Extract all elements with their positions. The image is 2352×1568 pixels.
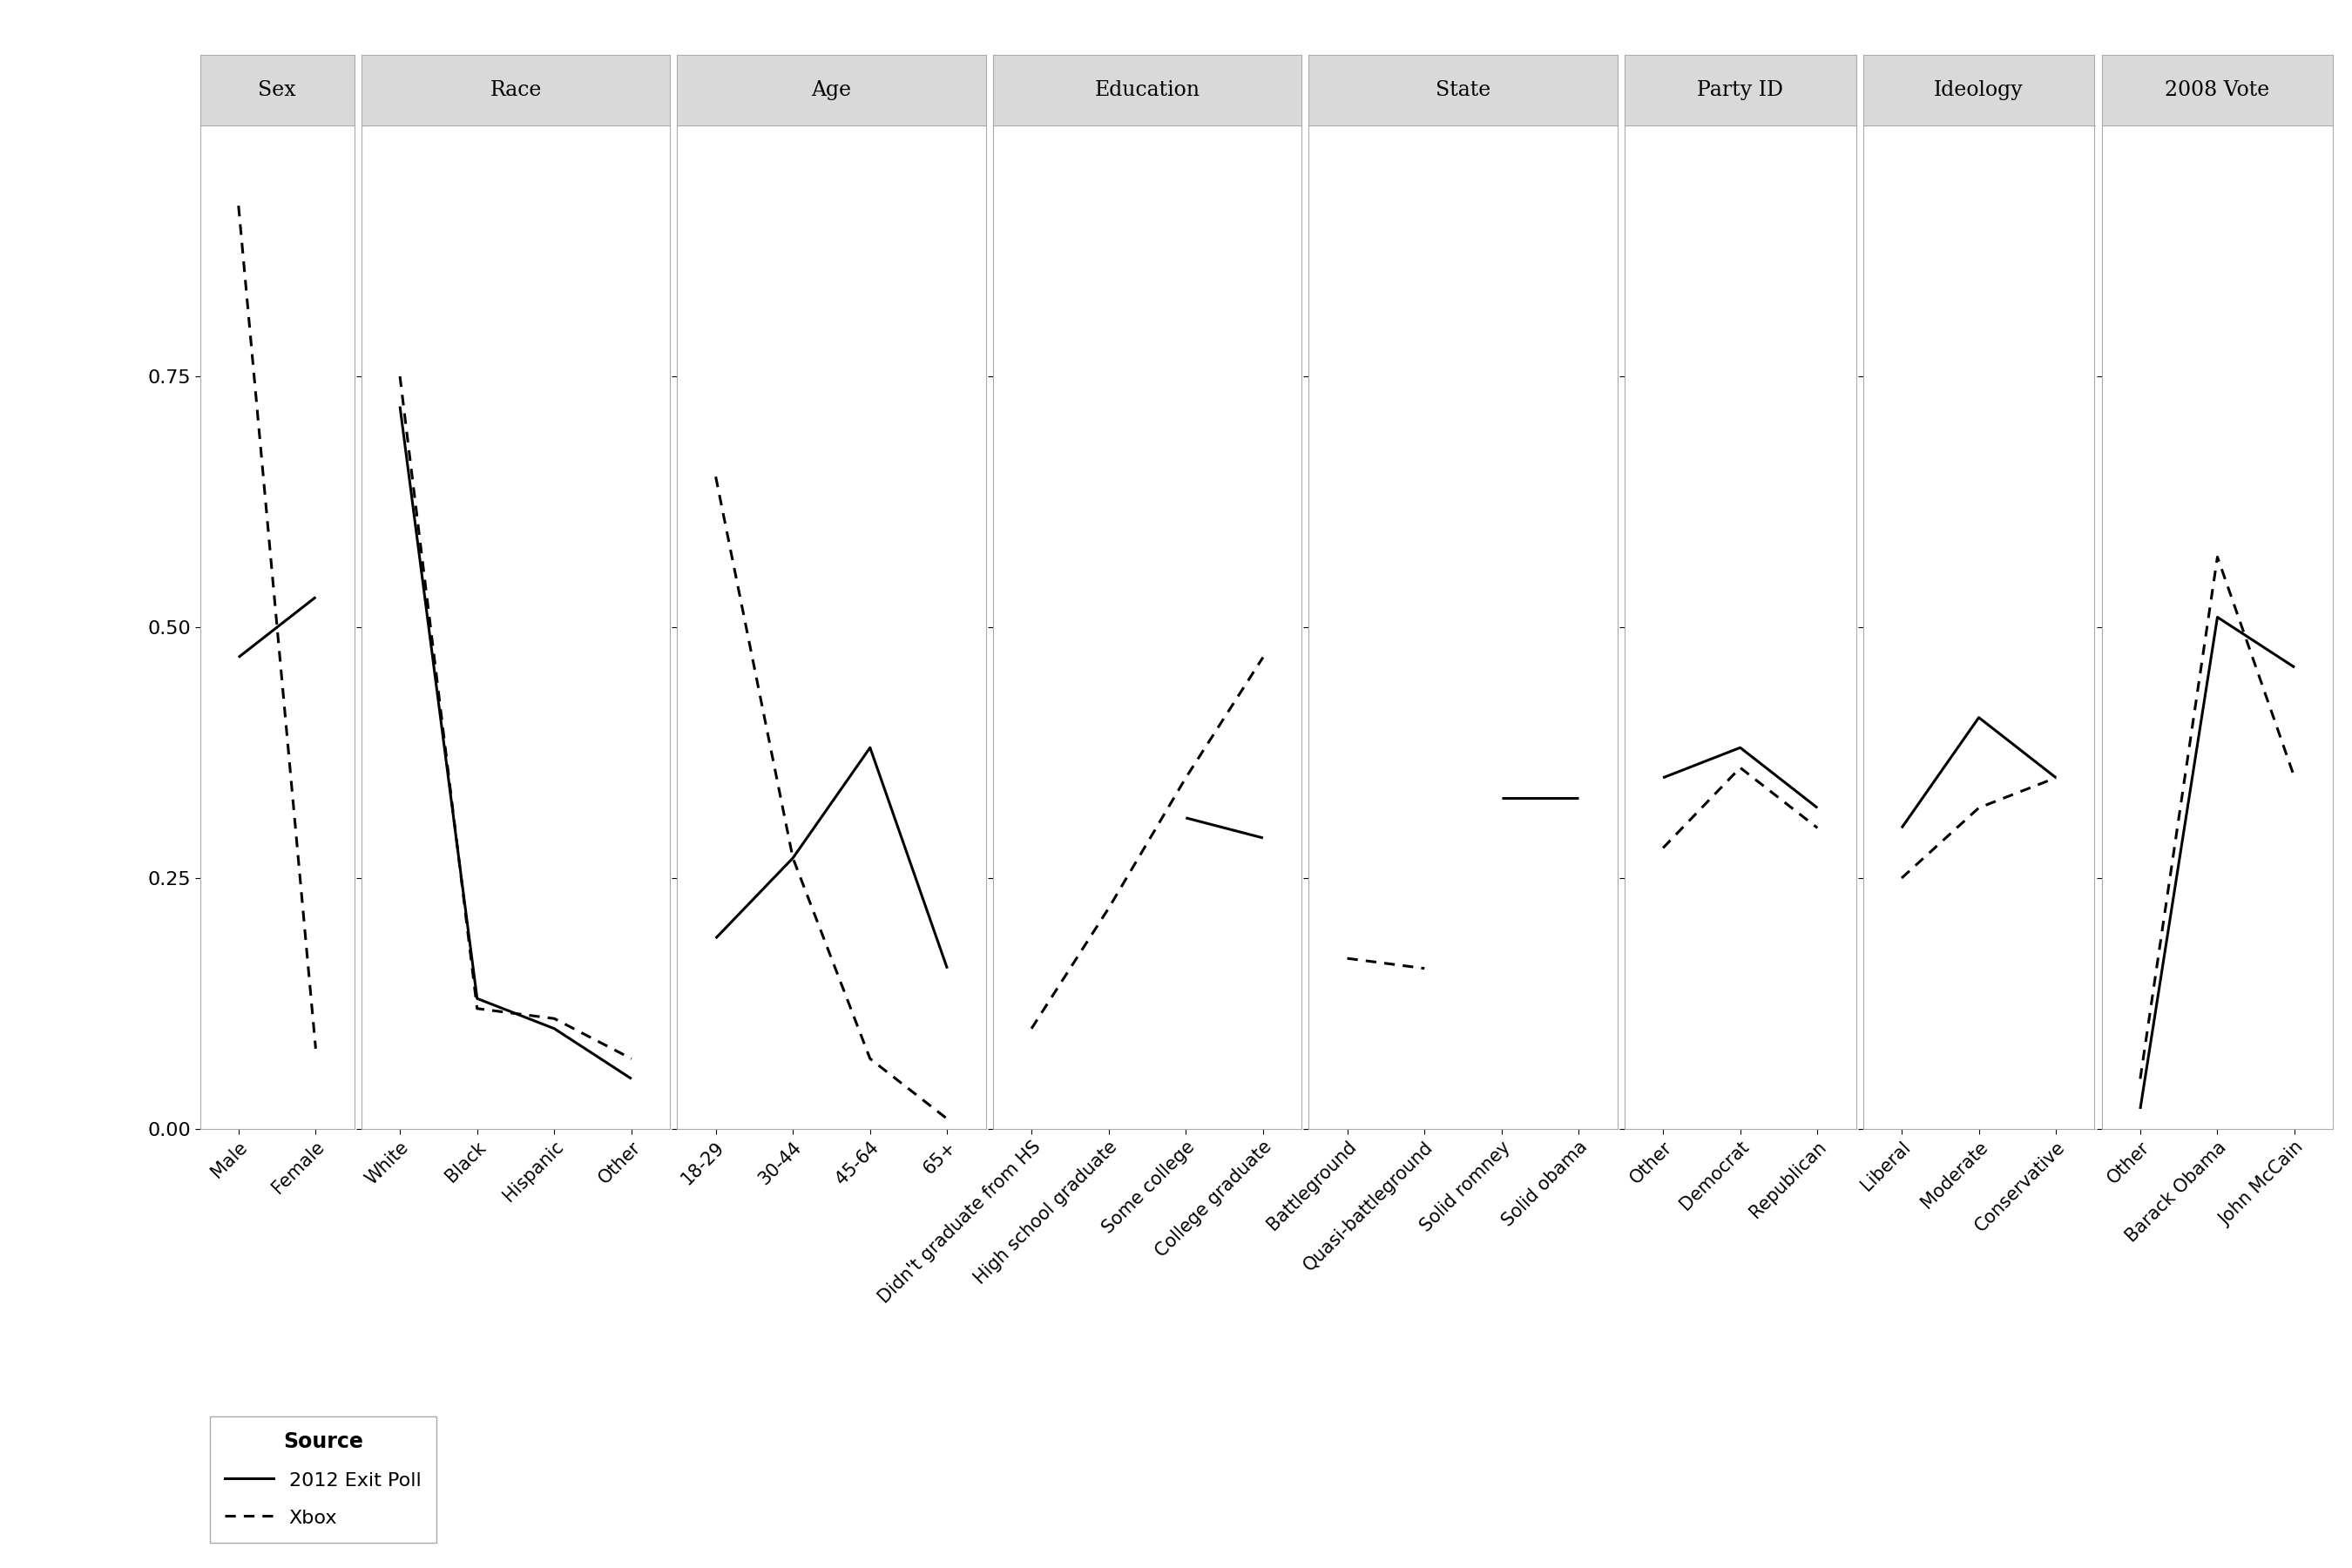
Legend: 2012 Exit Poll, Xbox: 2012 Exit Poll, Xbox xyxy=(209,1416,437,1543)
Text: Party ID: Party ID xyxy=(1698,80,1783,100)
Text: Education: Education xyxy=(1094,80,1200,100)
Text: Race: Race xyxy=(489,80,541,100)
Text: Ideology: Ideology xyxy=(1933,80,2023,100)
Text: Sex: Sex xyxy=(259,80,296,100)
Text: 2008 Vote: 2008 Vote xyxy=(2166,80,2270,100)
Text: State: State xyxy=(1435,80,1491,100)
Text: Age: Age xyxy=(811,80,851,100)
